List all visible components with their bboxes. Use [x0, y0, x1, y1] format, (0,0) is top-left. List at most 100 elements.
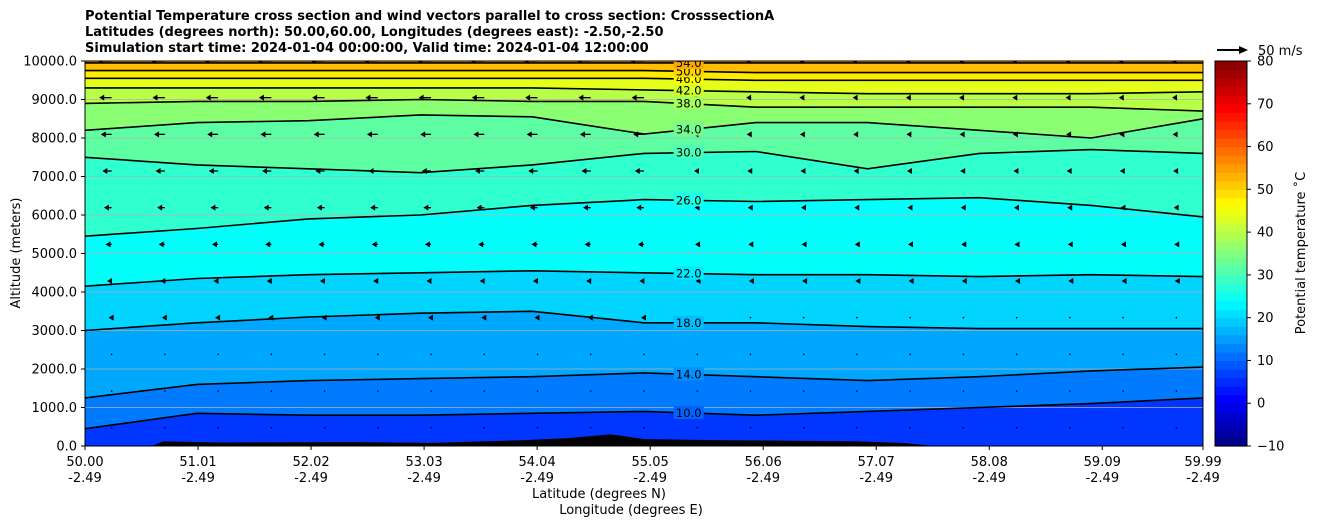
wind-vector [749, 426, 752, 429]
wind-vector-head [1118, 61, 1124, 64]
wind-vector-head [213, 278, 219, 284]
colorbar-frame [1214, 60, 1248, 447]
wind-vector-head [157, 204, 163, 211]
colorbar-tick-label: 80 [1257, 55, 1274, 70]
wind-vector-head [525, 94, 531, 101]
wind-vector-head [318, 241, 324, 248]
wind-vector [483, 390, 486, 392]
temperature-band [85, 61, 1203, 64]
wind-vector [110, 353, 113, 356]
y-axis: 0.0 1000.0 2000.0 3000.0 4000.0 5000.0 6000.0 7… [23, 55, 85, 455]
wind-vector [377, 353, 379, 356]
wind-vector [962, 316, 965, 319]
wind-vector-head [583, 204, 589, 211]
x-tick-label-lat: 52.02 [292, 455, 329, 470]
y-tick-label: 5000.0 [32, 247, 78, 262]
wind-vector [1015, 390, 1018, 392]
wind-vector-head [265, 241, 271, 248]
wind-vector [696, 353, 699, 356]
wind-vector-head [310, 61, 316, 64]
y-tick-label: 1000.0 [32, 401, 78, 416]
wind-vector-head [961, 278, 967, 284]
colorbar-segment [1215, 411, 1247, 421]
wind-vector-head [316, 204, 322, 211]
wind-vector [1175, 316, 1178, 319]
wind-vector-head [319, 278, 325, 284]
y-axis-label: Altitude (meters) [9, 198, 24, 309]
wind-vector-head [1066, 131, 1072, 138]
x-tick-label-lat: 53.03 [405, 455, 442, 470]
wind-vector-head [370, 204, 376, 211]
colorbar-tick-label: 50 [1257, 183, 1274, 198]
chart-title-line-3: Simulation start time: 2024-01-04 00:00:… [85, 41, 649, 56]
wind-vector [536, 353, 539, 356]
contour-line-14.0 [85, 366, 1203, 399]
y-tick-label: 0.0 [56, 440, 77, 455]
wind-vector-head [266, 278, 272, 284]
wind-vector [536, 390, 539, 392]
wind-vector [1175, 390, 1178, 392]
wind-vector [749, 316, 752, 319]
wind-vector-head [852, 94, 858, 101]
colorbar-segment [1215, 146, 1247, 156]
wind-vector [430, 390, 432, 392]
wind-vector [1069, 426, 1071, 429]
wind-vector [1122, 426, 1124, 429]
wind-vector [589, 390, 592, 392]
colorbar-segment [1215, 309, 1247, 319]
wind-vector-head [631, 94, 637, 101]
wind-vector-head [371, 241, 377, 248]
contour-label: 54.0 [676, 56, 702, 70]
colorbar-segment [1215, 292, 1247, 302]
contour-label-bg [673, 405, 704, 419]
wind-vector [110, 390, 113, 392]
wind-vector-head [1015, 278, 1021, 284]
wind-vector-head [363, 61, 369, 64]
wind-vector-head [262, 168, 268, 174]
colorbar-segment [1215, 317, 1247, 327]
wind-vector-head [961, 241, 967, 248]
wind-vector [1175, 426, 1178, 429]
wind-vector-head [1066, 168, 1072, 174]
wind-vector-head [100, 131, 106, 138]
wind-vector-head [854, 204, 860, 211]
wind-vector [1069, 316, 1071, 319]
chart-title-line-2: Latitudes (degrees north): 50.00,60.00, … [85, 25, 664, 40]
wind-vector-head [150, 61, 156, 64]
wind-vector-head [373, 278, 379, 284]
contour-label: 38.0 [676, 97, 702, 111]
colorbar-label: Potential temperature ˚C [1293, 172, 1309, 335]
colorbar-segment [1215, 394, 1247, 404]
wind-vector [483, 353, 486, 356]
wind-vector-head [958, 61, 964, 64]
x-tick-label-lat: 51.01 [179, 455, 216, 470]
wind-vector-head [260, 131, 266, 138]
contour-label: 30.0 [676, 146, 702, 160]
x-tick-label-lat: 54.04 [519, 455, 556, 470]
colorbar-segment [1215, 274, 1247, 285]
colorbar: −10 0 10 20 30 40 50 60 70 80 [1214, 55, 1284, 455]
wind-vector-head [420, 131, 426, 138]
wind-vector-head [210, 204, 216, 211]
wind-vector-head [107, 278, 113, 284]
wind-vector-head [421, 168, 427, 174]
wind-vector [270, 426, 273, 429]
wind-vector-head [211, 241, 217, 248]
wind-vector-head [639, 278, 645, 284]
wind-vector [377, 390, 379, 392]
colorbar-segment [1215, 61, 1247, 71]
contour-labels: 10.014.018.022.026.030.034.038.042.046.0… [673, 56, 704, 420]
wind-vector [749, 390, 752, 392]
wind-vector [909, 316, 911, 319]
wind-vector-head [581, 168, 587, 174]
wind-vector-head [523, 61, 529, 64]
colorbar-segment [1215, 326, 1247, 336]
wind-vector [909, 353, 911, 356]
wind-vector-head [257, 61, 263, 64]
wind-vector-head [1171, 61, 1177, 64]
wind-vector-head [908, 241, 914, 248]
colorbar-segment [1215, 69, 1247, 79]
wind-vector-head [907, 204, 913, 211]
wind-vector-head [476, 204, 482, 211]
wind-vector-head [1173, 168, 1179, 174]
